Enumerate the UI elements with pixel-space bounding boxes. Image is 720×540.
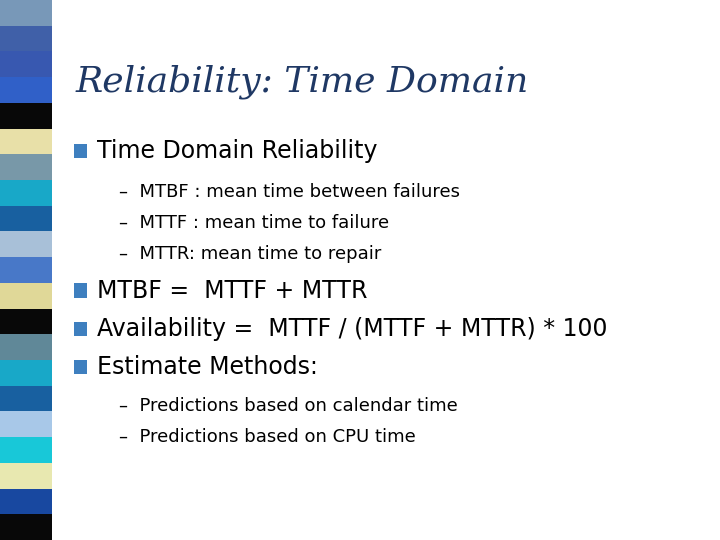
Bar [0, 334, 52, 360]
Bar [0, 0, 52, 26]
Text: Reliability: Time Domain: Reliability: Time Domain [76, 65, 529, 99]
Bar [0, 386, 52, 411]
Text: MTBF =  MTTF + MTTR: MTBF = MTTF + MTTR [97, 279, 368, 302]
Text: –  Predictions based on CPU time: – Predictions based on CPU time [119, 428, 415, 447]
Bar [74, 360, 87, 374]
Bar [74, 322, 87, 336]
Bar [0, 154, 52, 180]
Bar [0, 283, 52, 308]
Bar [0, 77, 52, 103]
Bar [0, 360, 52, 386]
Text: –  MTTR: mean time to repair: – MTTR: mean time to repair [119, 245, 381, 263]
Bar [74, 144, 87, 158]
Bar [0, 232, 52, 257]
Text: Availability =  MTTF / (MTTF + MTTR) * 100: Availability = MTTF / (MTTF + MTTR) * 10… [97, 318, 608, 341]
Bar [0, 257, 52, 283]
Bar [0, 103, 52, 129]
Bar [0, 206, 52, 232]
Bar [0, 489, 52, 514]
Bar [0, 463, 52, 489]
Bar [0, 180, 52, 206]
Text: –  MTTF : mean time to failure: – MTTF : mean time to failure [119, 214, 389, 232]
Bar [0, 514, 52, 540]
Bar [0, 411, 52, 437]
Bar [0, 51, 52, 77]
Text: Time Domain Reliability: Time Domain Reliability [97, 139, 378, 163]
Bar [0, 26, 52, 51]
Bar [0, 129, 52, 154]
Text: –  Predictions based on calendar time: – Predictions based on calendar time [119, 397, 457, 415]
Bar [74, 284, 87, 298]
Bar [0, 437, 52, 463]
Text: –  MTBF : mean time between failures: – MTBF : mean time between failures [119, 183, 460, 201]
Text: Estimate Methods:: Estimate Methods: [97, 355, 318, 379]
Bar [0, 308, 52, 334]
